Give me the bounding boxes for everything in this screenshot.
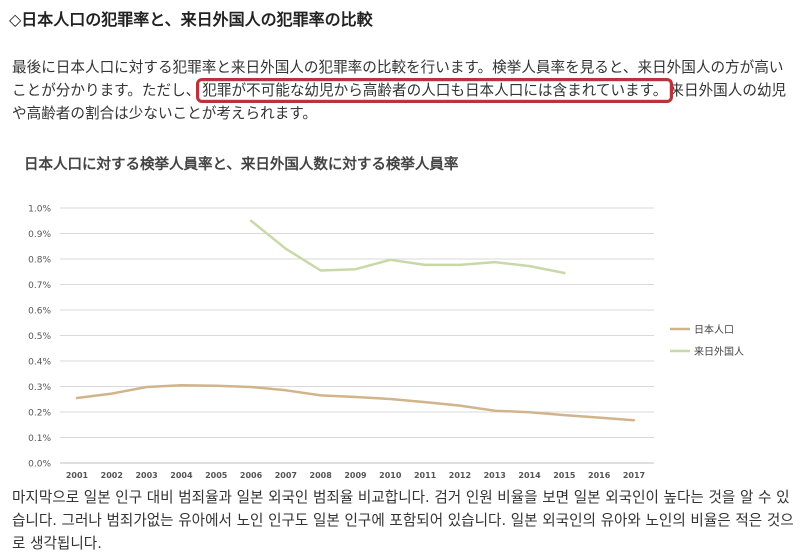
x-tick-label: 2011 (414, 471, 437, 480)
korean-paragraph: 마지막으로 일본 인구 대비 범죄율과 일본 외국인 범죄율 비교합니다. 검거… (12, 489, 794, 552)
y-tick-label: 0.5% (28, 332, 51, 342)
x-tick-label: 2001 (66, 471, 89, 480)
y-tick-label: 0.0% (28, 460, 51, 470)
series-line (249, 219, 566, 275)
x-tick-label: 2010 (379, 471, 402, 480)
x-tick-label: 2016 (588, 471, 611, 480)
x-tick-label: 2005 (205, 471, 228, 480)
y-tick-label: 0.4% (28, 358, 51, 368)
y-tick-label: 0.7% (28, 281, 51, 291)
y-tick-label: 1.0% (28, 205, 51, 215)
intro-paragraph: 最後に日本人口に対する犯罪率と来日外国人の犯罪率の比較を行います。検挙人員率を見… (12, 56, 798, 125)
x-tick-label: 2013 (484, 471, 506, 480)
x-tick-label: 2006 (240, 471, 263, 480)
x-tick-label: 2012 (449, 471, 471, 480)
y-tick-label: 0.1% (28, 434, 51, 444)
x-tick-label: 2003 (135, 471, 157, 480)
series-line (75, 383, 636, 422)
y-tick-label: 0.9% (28, 230, 51, 240)
x-tick-label: 2015 (553, 471, 576, 480)
y-tick-label: 0.3% (28, 383, 51, 393)
intro-text-after: 来日外国人の幼児や高齢者の割合は少ないことが考えられます。 (12, 82, 787, 122)
x-tick-label: 2004 (170, 471, 193, 480)
highlighted-text: 犯罪が不可能な幼児から高齢者の人口も日本人口には含まれています。 (196, 78, 674, 103)
x-tick-label: 2009 (344, 471, 367, 480)
line-chart: 0.0% 0.1% 0.2% 0.3% 0.4% 0.5% 0.6% 0.7% 0.8% 0.9%… (28, 205, 744, 481)
intro-text-before: 最後に日本人口に対する犯罪率と来日外国人の犯罪率の比較を行います。検挙人員率を見… (12, 59, 784, 99)
x-tick-label: 2002 (101, 471, 123, 480)
x-tick-label: 2017 (623, 471, 645, 480)
x-tick-label: 2007 (275, 471, 297, 480)
x-tick-label: 2008 (310, 471, 333, 480)
y-tick-label: 0.8% (28, 256, 51, 266)
y-tick-label: 0.6% (28, 307, 51, 317)
legend-label: 来日外国人 (694, 346, 744, 358)
legend-label: 日本人口 (694, 323, 734, 336)
x-tick-label: 2014 (518, 471, 541, 480)
chart-title: 日本人口に対する検挙人員率と、来日外国人数に対する検挙人員率 (24, 157, 459, 173)
section-heading: ◇日本人口の犯罪率と、来日外国人の犯罪率の比較 (9, 10, 373, 29)
y-tick-label: 0.2% (28, 409, 51, 419)
